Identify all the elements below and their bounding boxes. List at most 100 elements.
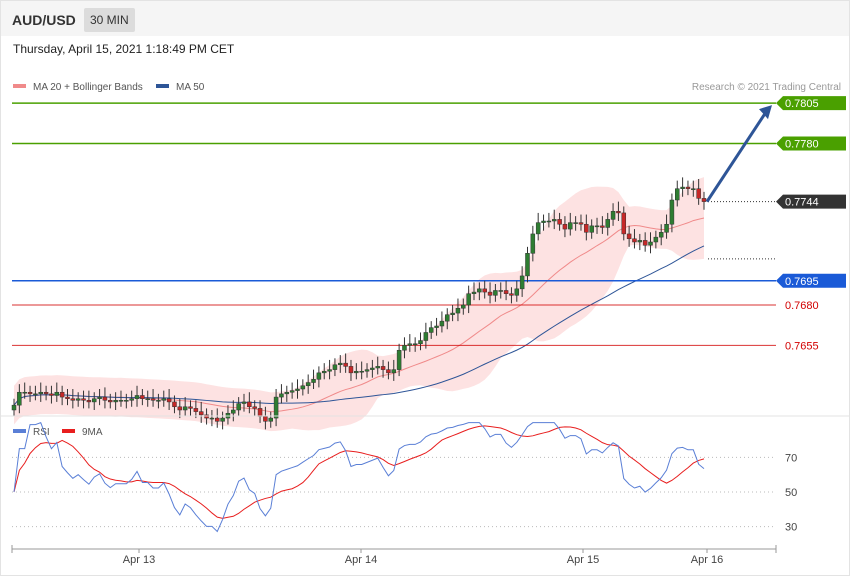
candle-body — [589, 225, 594, 233]
candle-body — [664, 223, 669, 233]
legend-label-rsi: RSI — [33, 427, 50, 438]
candle-body — [477, 288, 482, 293]
candle-body — [386, 369, 391, 374]
candle-body — [343, 362, 348, 367]
candle-body — [247, 401, 252, 408]
candle-body — [70, 398, 76, 401]
candle-body — [145, 398, 150, 400]
candle-body — [562, 223, 568, 230]
candle-body — [43, 391, 49, 395]
candle-body — [359, 370, 364, 373]
candle-body — [327, 369, 332, 372]
legend-swatch-ma20 — [13, 84, 26, 88]
candle-body — [584, 223, 589, 233]
candle-body — [412, 343, 418, 346]
candle-body — [311, 379, 316, 383]
candle-body — [113, 400, 118, 403]
candle-body — [220, 417, 225, 422]
candle-body — [305, 382, 311, 387]
rsi-tick-label: 50 — [785, 487, 797, 499]
forecast-arrow-shaft — [705, 111, 768, 203]
current-price-label: 0.7744 — [785, 197, 819, 209]
level-label-0-7805: 0.7805 — [785, 98, 819, 110]
candle-body — [17, 391, 22, 406]
candle-body — [257, 408, 263, 417]
legend-label-rsi-9ma: 9MA — [82, 427, 103, 438]
candle-body — [418, 340, 423, 345]
candle-body — [482, 288, 487, 293]
candle-body — [461, 304, 466, 309]
candle-body — [653, 236, 659, 243]
candle-body — [27, 391, 33, 395]
candle-body — [439, 320, 445, 327]
level-label-0-7680: 0.7680 — [785, 300, 819, 312]
candle-body — [209, 417, 215, 420]
rsi-9ma-line — [13, 425, 705, 519]
candle-body — [86, 400, 92, 403]
candle-body — [407, 343, 413, 346]
level-tag-0-7780 — [776, 136, 846, 151]
candle-body — [455, 307, 461, 314]
candle-body — [338, 362, 343, 366]
candle-body — [616, 211, 621, 214]
candle-body — [701, 198, 707, 202]
candle-body — [375, 366, 380, 369]
x-axis-label: Apr 13 — [123, 554, 155, 566]
candle-body — [519, 275, 525, 290]
candle-body — [166, 398, 172, 403]
legend-label-ma50: MA 50 — [176, 82, 205, 93]
level-label-0-7695: 0.7695 — [785, 276, 819, 288]
candle-body — [696, 188, 701, 199]
candle-body — [289, 390, 295, 393]
candle-body — [669, 199, 675, 225]
candle-body — [188, 406, 193, 409]
candle-body — [102, 396, 108, 401]
candle-body — [637, 240, 643, 243]
candle-body — [691, 188, 696, 190]
bollinger-band — [14, 177, 704, 432]
candle-body — [487, 291, 493, 296]
candle-body — [118, 400, 124, 402]
candle-body — [241, 401, 247, 404]
symbol-title: AUD/USD — [12, 12, 76, 28]
candle-body — [546, 220, 552, 223]
candle-body — [680, 186, 685, 189]
candle-body — [434, 325, 439, 328]
candle-body — [380, 366, 386, 370]
x-axis-label: Apr 16 — [691, 554, 723, 566]
candle-body — [300, 385, 306, 390]
candle-body — [498, 290, 503, 292]
candle-body — [182, 406, 188, 411]
candle-body — [156, 400, 161, 402]
candle-body — [568, 222, 573, 230]
candle-body — [626, 233, 632, 240]
candle-body — [321, 370, 327, 374]
legend-swatch-ma50 — [156, 84, 169, 88]
candle-body — [215, 417, 220, 422]
candle-body — [231, 409, 236, 414]
timestamp: Thursday, April 15, 2021 1:18:49 PM CET — [13, 42, 235, 56]
forecast-arrow-head — [759, 105, 772, 120]
candle-body — [471, 291, 477, 294]
candle-body — [33, 393, 38, 396]
candle-body — [273, 396, 279, 419]
candle-body — [530, 233, 536, 254]
level-tag-0-7695 — [776, 273, 846, 288]
candle-body — [65, 396, 70, 399]
candle-body — [268, 417, 273, 422]
candle-body — [648, 241, 653, 246]
candle-body — [396, 349, 402, 370]
candle-body — [535, 222, 541, 235]
candle-body — [632, 238, 637, 243]
candle-body — [514, 288, 520, 296]
candle-body — [316, 372, 322, 380]
candle-body — [621, 212, 627, 235]
credit-text: Research © 2021 Trading Central — [692, 82, 841, 93]
level-label-0-7655: 0.7655 — [785, 340, 819, 352]
candle-body — [97, 396, 102, 399]
legend-swatch-rsi — [13, 429, 26, 433]
top-bar: AUD/USD 30 MIN — [1, 1, 849, 36]
timeframe-badge[interactable]: 30 MIN — [84, 8, 135, 32]
candle-body — [423, 332, 429, 341]
